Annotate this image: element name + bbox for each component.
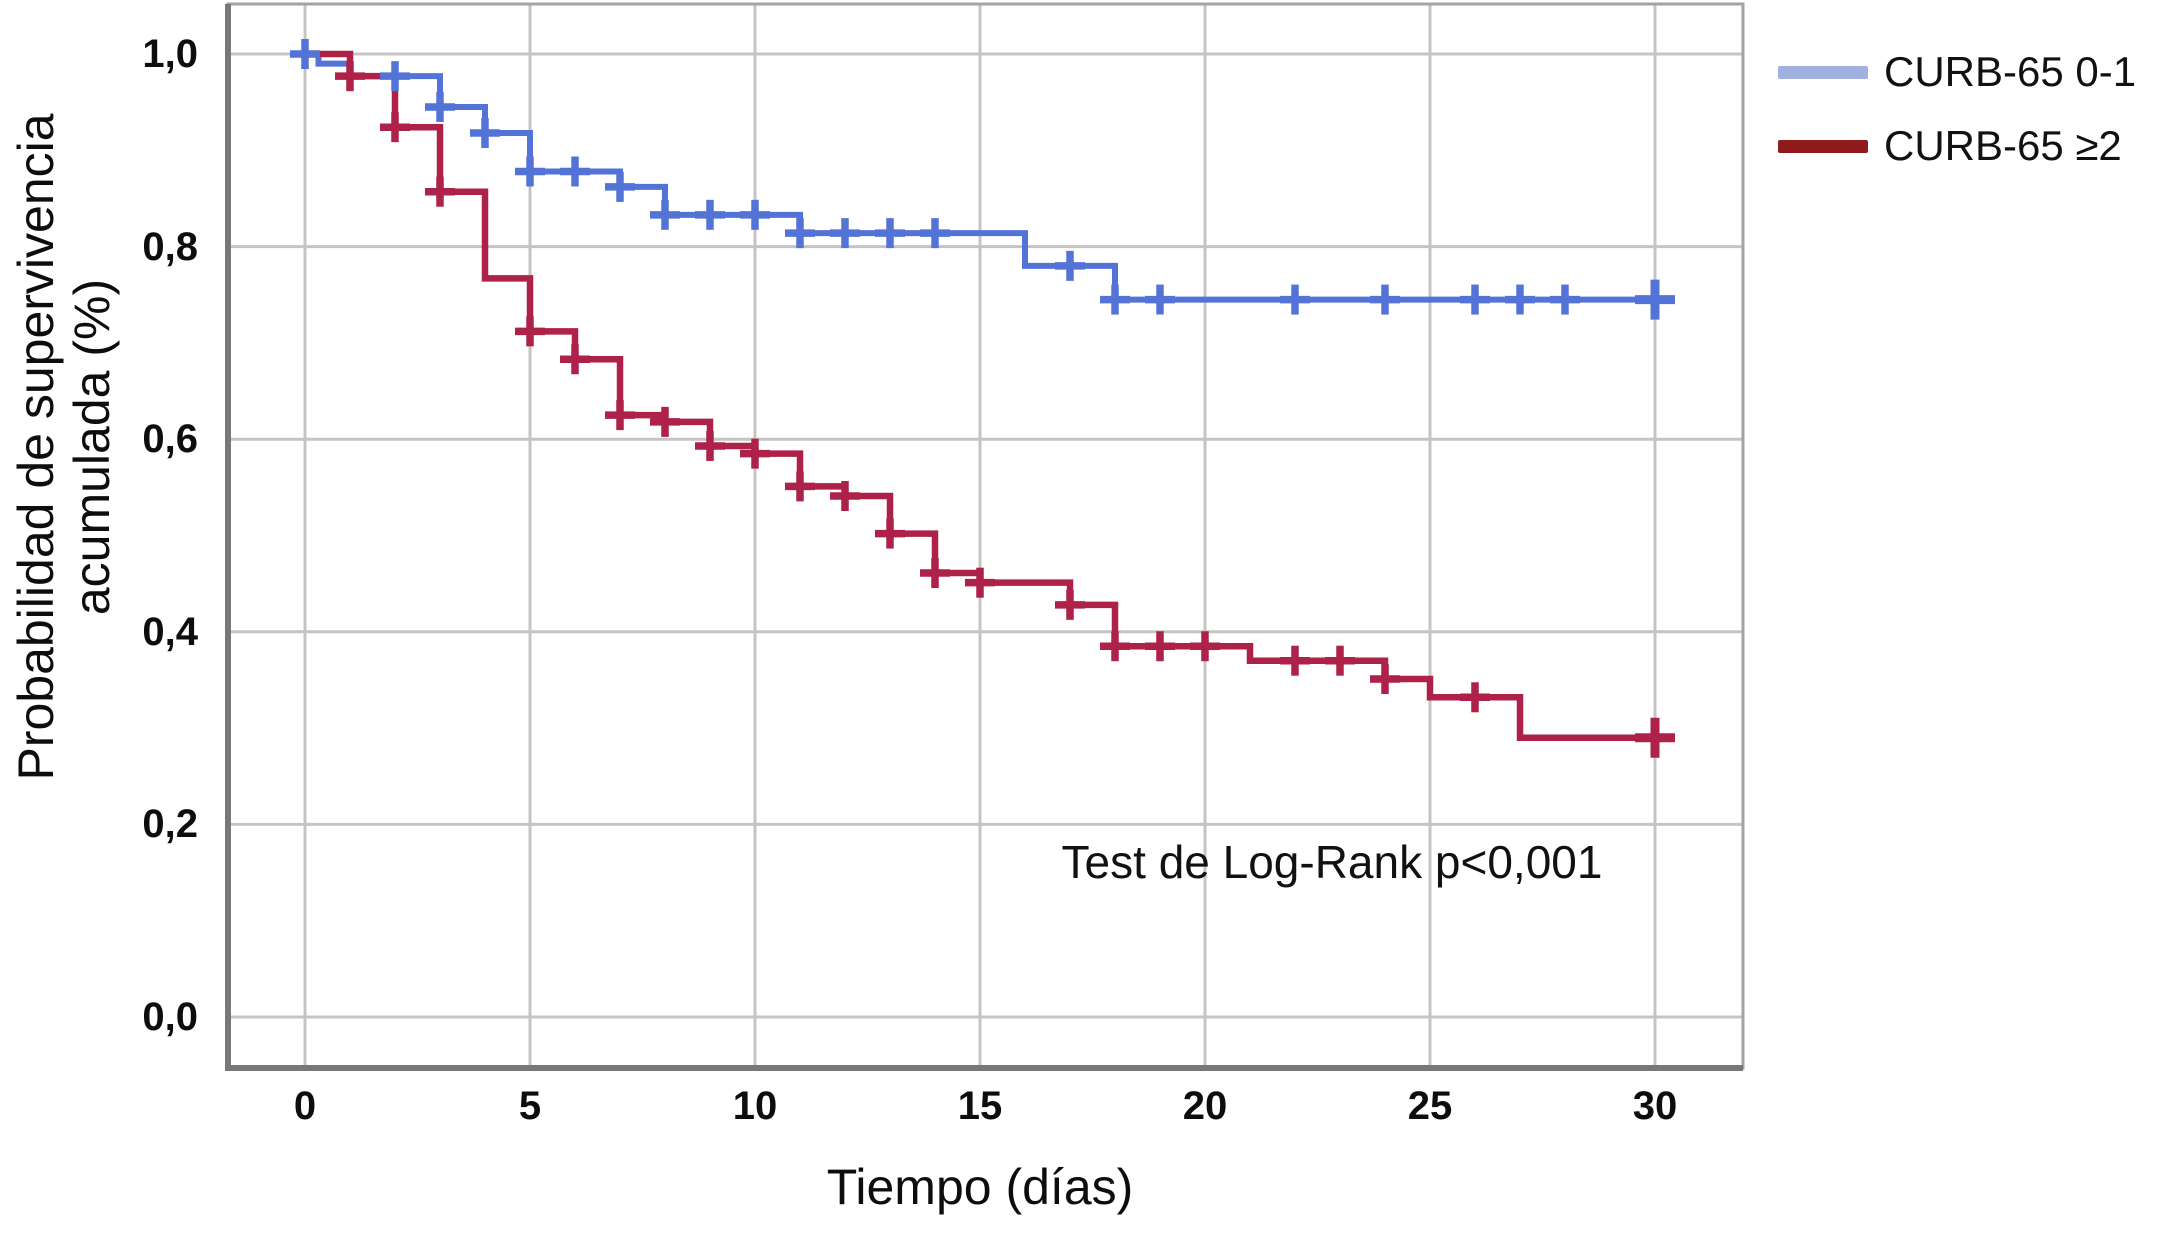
- plot-border: [226, 2, 1745, 1070]
- y-axis-title-line1: Probabilidad de supervivencia: [8, 113, 64, 781]
- legend-swatch-curb65-0-1: [1778, 65, 1868, 79]
- survival-curve-curb65-ge2: [305, 50, 1655, 741]
- legend-label-curb65-ge2: CURB-65 ≥2: [1884, 122, 2122, 169]
- x-tick-label: 5: [518, 1084, 542, 1128]
- x-tick-label: 15: [957, 1084, 1003, 1128]
- x-tick-label: 25: [1407, 1084, 1453, 1128]
- censor-marks: [290, 39, 1675, 758]
- y-axis-title: Probabilidad de supervivencia acumulada …: [8, 113, 120, 780]
- legend-swatch-curb65-ge2: [1778, 139, 1868, 153]
- y-tick-label: 0,4: [142, 609, 198, 654]
- plot-frame: [225, 2, 1745, 1071]
- x-tick-label: 0: [293, 1084, 317, 1128]
- legend-label-curb65-0-1: CURB-65 0-1: [1884, 48, 2137, 95]
- x-tick-label: 10: [732, 1084, 778, 1128]
- logrank-annotation: Test de Log-Rank p<0,001: [1061, 836, 1603, 888]
- y-tick-label: 0,6: [142, 417, 198, 462]
- legend-item-curb65-0-1: CURB-65 0-1: [1778, 40, 2136, 104]
- y-axis-title-line2: acumulada (%): [64, 278, 120, 616]
- y-tick-label: 0,2: [142, 802, 198, 847]
- y-tick-label: 1,0: [142, 32, 198, 76]
- x-tick-label: 30: [1632, 1084, 1678, 1128]
- gridlines: [228, 4, 1743, 1068]
- y-tick-label: 0,8: [142, 224, 198, 269]
- y-tick-label: 0,0: [142, 995, 198, 1039]
- x-tick-label: 20: [1182, 1084, 1228, 1128]
- x-axis-title: Tiempo (días): [826, 1159, 1134, 1215]
- legend-item-curb65-ge2: CURB-65 ≥2: [1778, 114, 2122, 178]
